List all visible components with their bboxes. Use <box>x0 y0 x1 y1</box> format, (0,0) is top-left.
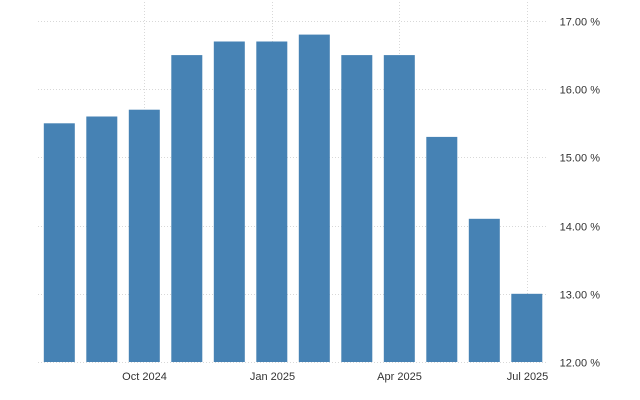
bar <box>171 55 203 362</box>
bar <box>86 116 118 362</box>
x-axis-ticks: Oct 2024 Jan 2025 Apr 2025 Jul 2025 <box>122 371 548 383</box>
bar <box>43 123 75 362</box>
bars <box>43 34 543 362</box>
bar <box>256 41 288 362</box>
bar <box>298 34 330 362</box>
bar <box>341 55 373 362</box>
y-tick-label: 15.00 % <box>560 153 601 165</box>
bar <box>426 136 458 362</box>
x-tick-label: Jul 2025 <box>507 371 549 383</box>
x-tick-label: Jan 2025 <box>250 371 295 383</box>
bar <box>213 41 245 362</box>
y-tick-label: 16.00 % <box>560 85 601 97</box>
y-tick-label: 14.00 % <box>560 222 601 234</box>
bar <box>128 109 160 362</box>
y-axis-ticks: 12.00 % 13.00 % 14.00 % 15.00 % 16.00 % 17.00… <box>560 17 601 370</box>
bar <box>383 55 415 362</box>
y-tick-label: 17.00 % <box>560 17 601 29</box>
y-tick-label: 13.00 % <box>560 290 601 302</box>
bar <box>468 218 500 362</box>
x-tick-label: Apr 2025 <box>377 371 422 383</box>
y-tick-label: 12.00 % <box>560 358 601 370</box>
bar <box>511 293 543 362</box>
x-tick-label: Oct 2024 <box>122 371 167 383</box>
